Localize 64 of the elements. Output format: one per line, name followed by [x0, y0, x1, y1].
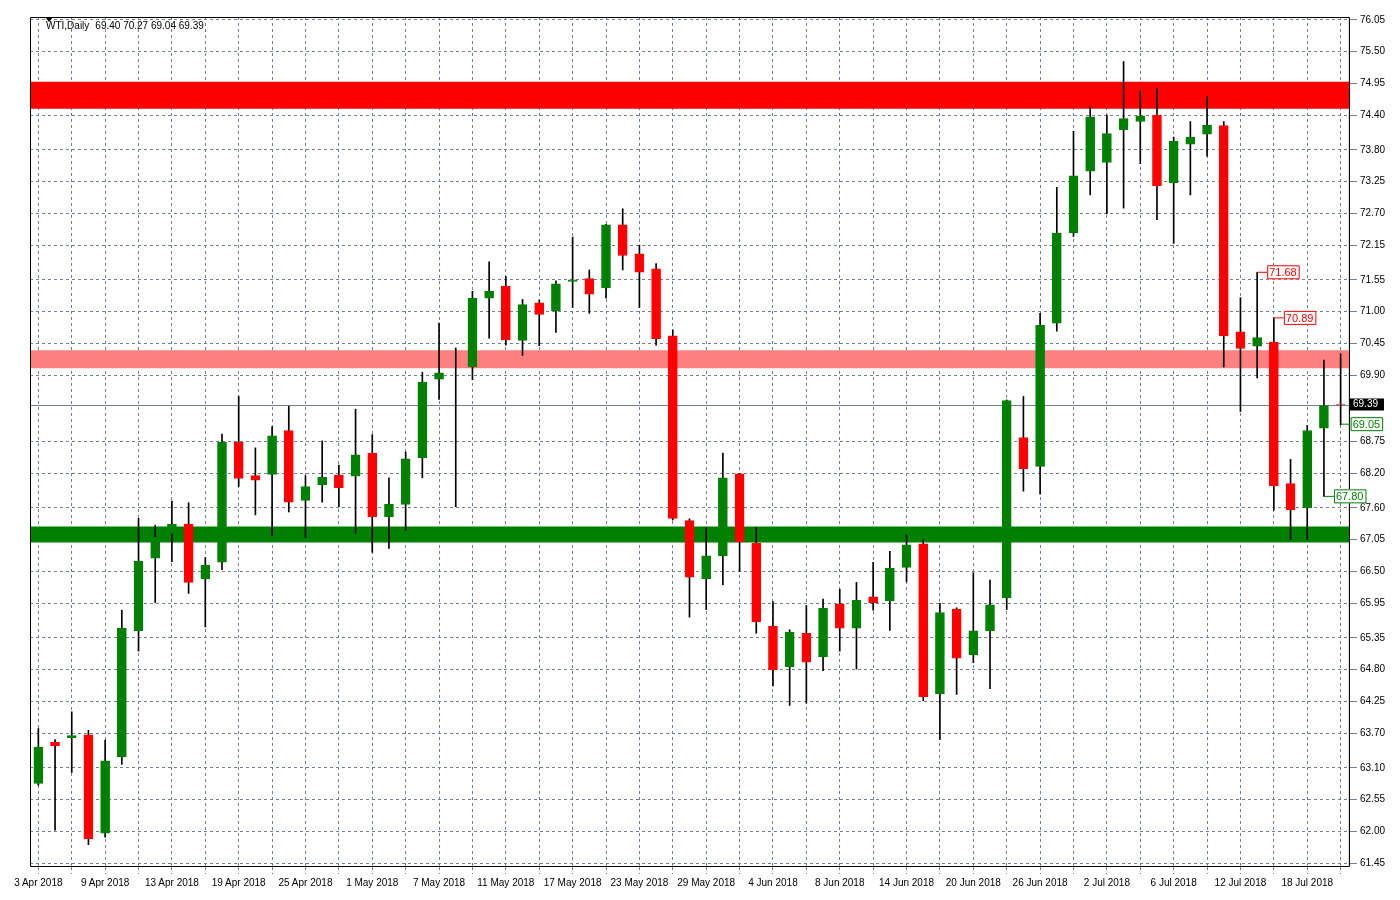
- candlestick: [1135, 90, 1146, 165]
- x-tick-label: 29 May 2018: [677, 876, 736, 888]
- y-tick-label: 69.90: [1359, 368, 1386, 380]
- y-tick-label: 68.20: [1359, 467, 1386, 479]
- y-tick-label: 64.80: [1359, 663, 1386, 675]
- chart-title: WTI,Daily: [46, 19, 90, 31]
- chart-subtitle: 69.40 70.27 69.04 69.39: [95, 19, 205, 31]
- y-tick-label: 64.25: [1359, 695, 1386, 707]
- annotation: 71.68: [1269, 266, 1297, 279]
- x-tick-label: 17 May 2018: [543, 876, 602, 888]
- y-tick-label: 71.00: [1359, 305, 1386, 317]
- y-tick-label: 76.05: [1359, 13, 1386, 25]
- candlestick: [484, 261, 494, 339]
- y-tick-label: 63.70: [1359, 726, 1386, 738]
- x-tick-label: 11 May 2018: [477, 876, 535, 888]
- y-tick-label: 66.50: [1359, 565, 1386, 577]
- y-tick-label: 73.25: [1359, 175, 1386, 187]
- y-tick-label: 70.45: [1359, 337, 1386, 349]
- y-tick-label: 72.15: [1359, 238, 1386, 250]
- x-tick-label: 13 Apr 2018: [144, 876, 200, 888]
- y-tick-label: 67.05: [1359, 533, 1386, 545]
- candlestick: [50, 739, 60, 831]
- y-tick-label: 75.50: [1359, 45, 1386, 57]
- x-tick-label: 20 Jun 2018: [945, 876, 1002, 888]
- x-tick-label: 12 Jul 2018: [1214, 876, 1267, 888]
- x-tick-label: 18 Jul 2018: [1281, 876, 1334, 888]
- x-tick-label: 25 Apr 2018: [278, 876, 333, 888]
- candlestick: [985, 579, 995, 690]
- x-tick-label: 1 May 2018: [346, 876, 399, 888]
- annotation: 70.89: [1285, 311, 1314, 324]
- annotation: 69.05: [1352, 418, 1381, 431]
- y-tick-label: 72.70: [1359, 207, 1386, 219]
- y-tick-label: 65.95: [1359, 596, 1386, 608]
- y-tick-label: 65.35: [1359, 631, 1386, 643]
- y-tick-label: 62.00: [1359, 825, 1386, 837]
- annotation: 67.80: [1335, 490, 1364, 503]
- x-tick-label: 6 Jul 2018: [1150, 876, 1198, 888]
- x-tick-label: 2 Jul 2018: [1083, 876, 1131, 888]
- x-tick-label: 3 Apr 2018: [14, 876, 63, 888]
- candlestick: [868, 561, 878, 611]
- y-tick-label: 74.95: [1359, 77, 1386, 89]
- candlestick: [66, 711, 77, 773]
- x-tick-label: 26 Jun 2018: [1012, 876, 1069, 888]
- x-tick-label: 4 Jun 2018: [748, 876, 799, 888]
- y-tick-label: 73.80: [1359, 143, 1386, 155]
- y-tick-label: 62.55: [1359, 793, 1386, 805]
- y-tick-label: 61.45: [1359, 856, 1386, 868]
- candlestick: [434, 322, 444, 400]
- candlestick: [1252, 271, 1262, 379]
- x-tick-label: 8 Jun 2018: [815, 876, 865, 888]
- y-tick-label: 67.60: [1359, 501, 1386, 513]
- y-tick-label: 68.75: [1359, 435, 1386, 447]
- y-tick-label: 63.10: [1359, 761, 1386, 773]
- x-tick-label: 14 Jun 2018: [879, 876, 935, 888]
- x-tick-label: 23 May 2018: [610, 876, 669, 888]
- candlestick: [200, 557, 211, 628]
- x-tick-label: 19 Apr 2018: [211, 876, 267, 888]
- candlestick: [1202, 96, 1212, 157]
- x-tick-label: 9 Apr 2018: [80, 876, 130, 888]
- y-tick-label: 71.55: [1359, 273, 1386, 285]
- y-tick-label: 74.40: [1359, 108, 1386, 120]
- x-tick-label: 7 May 2018: [412, 876, 466, 888]
- ref-line-label: 69.39: [1352, 398, 1379, 410]
- candlestick: [317, 440, 328, 503]
